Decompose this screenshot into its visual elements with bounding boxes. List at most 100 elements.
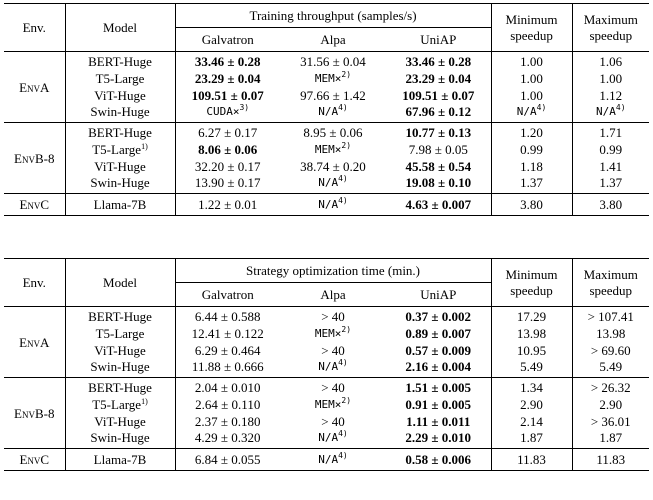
- alpa-header: Alpa: [280, 282, 386, 307]
- cell-value: > 40: [321, 380, 345, 395]
- cell-value: N/A: [318, 452, 339, 466]
- uniap-cell: 1.11 ± 0.011: [386, 413, 492, 430]
- cell-value: ViT-Huge: [94, 342, 146, 358]
- cell-value: 0.99: [599, 141, 623, 157]
- env-header: Env.: [4, 3, 66, 52]
- cell-value: 1.37: [599, 175, 623, 190]
- footnote-marker: 4): [338, 195, 348, 205]
- cell-value: 32.20 ± 0.17: [194, 158, 261, 174]
- model-cell: T5-Large: [65, 325, 176, 342]
- cell-value: > 26.32: [590, 380, 631, 395]
- cell-value: 1.22 ± 0.01: [198, 196, 258, 212]
- min-cell: 10.95: [491, 342, 573, 359]
- galvatron-cell: 12.41 ± 0.122: [175, 325, 280, 342]
- cell-value: 17.29: [516, 309, 547, 324]
- galvatron-cell: 2.04 ± 0.010: [175, 378, 280, 397]
- cell-value: 6.84 ± 0.055: [194, 451, 261, 467]
- model-cell: Swin-Huge: [65, 104, 176, 123]
- max-cell: 3.80: [572, 194, 649, 216]
- max-cell: > 36.01: [572, 413, 649, 430]
- galvatron-cell: 13.90 ± 0.17: [175, 175, 280, 194]
- cell-value: 10.95: [516, 342, 547, 358]
- galvatron-cell: 8.06 ± 0.06: [175, 141, 280, 158]
- cell-value: 13.98: [516, 325, 547, 341]
- model-cell: ViT-Huge: [65, 413, 176, 430]
- model-cell: ViT-Huge: [65, 87, 176, 104]
- env-cell: EnvA: [4, 306, 66, 378]
- cell-value: 19.08 ± 0.10: [405, 175, 472, 190]
- alpa-cell: N/A4): [280, 175, 386, 194]
- cell-value: ViT-Huge: [94, 158, 146, 174]
- cell-value: 0.91 ± 0.005: [405, 396, 472, 412]
- cell-value: 8.06 ± 0.06: [198, 141, 258, 157]
- cell-value: 1.20: [520, 125, 543, 140]
- cell-value: 1.00: [520, 87, 543, 103]
- footnote-marker: 4): [536, 103, 547, 112]
- footnote-marker: 1): [141, 396, 148, 406]
- cell-value: 2.04 ± 0.010: [194, 380, 261, 395]
- max-cell: 1.37: [572, 175, 649, 194]
- footnote-marker: 2): [341, 69, 352, 79]
- cell-value: 97.66 ± 1.42: [300, 87, 366, 103]
- cell-value: > 40: [321, 342, 345, 358]
- cell-value: > 40: [321, 309, 345, 324]
- table-row: ViT-Huge 32.20 ± 0.17 38.74 ± 0.20 45.58 ± …: [4, 158, 649, 175]
- uniap-header: UniAP: [386, 282, 492, 307]
- alpa-cell: MEM×2): [280, 141, 386, 158]
- cell-value: 0.89 ± 0.007: [405, 325, 472, 341]
- model-header: Model: [65, 3, 176, 52]
- model-cell: BERT-Huge: [65, 51, 176, 70]
- model-cell: BERT-Huge: [65, 306, 176, 325]
- footnote-marker: 4): [338, 429, 348, 438]
- cell-value: 4.63 ± 0.007: [405, 196, 472, 212]
- cell-value: > 69.60: [590, 342, 631, 358]
- min-cell: 17.29: [491, 306, 573, 325]
- galvatron-cell: 11.88 ± 0.666: [175, 359, 280, 378]
- cell-value: N/A: [318, 431, 339, 444]
- uniap-cell: 10.77 ± 0.13: [386, 122, 492, 141]
- cell-value: 67.96 ± 0.12: [405, 104, 472, 119]
- model-cell: T5-Large: [65, 70, 176, 87]
- cell-value: Llama-7B: [93, 196, 147, 212]
- footnote-marker: 4): [338, 450, 348, 460]
- uniap-cell: 23.29 ± 0.04: [386, 70, 492, 87]
- galvatron-cell: 6.27 ± 0.17: [175, 123, 280, 142]
- cell-value: 0.99: [520, 141, 543, 157]
- galvatron-cell: 6.44 ± 0.588: [175, 307, 280, 326]
- galvatron-cell: 6.29 ± 0.464: [175, 342, 280, 359]
- cell-value: 1.51 ± 0.005: [405, 380, 472, 395]
- cell-value: 11.83: [596, 451, 626, 467]
- cell-value: 1.34: [520, 380, 543, 395]
- table-row: T5-Large 12.41 ± 0.122 MEM×2) 0.89 ± 0.007 1…: [4, 325, 649, 342]
- min-cell: 1.00: [491, 87, 573, 104]
- table-row: T5-Large1) 2.64 ± 0.110 MEM×2) 0.91 ± 0.005…: [4, 396, 649, 413]
- table-row: ViT-Huge 109.51 ± 0.07 97.66 ± 1.42 109.51 …: [4, 87, 649, 104]
- cell-value: 2.64 ± 0.110: [195, 396, 261, 412]
- cell-value: 1.11 ± 0.011: [406, 413, 471, 429]
- env-cell: EnvB-8: [4, 377, 66, 449]
- footnote-marker: 4): [338, 103, 348, 112]
- table-row: T5-Large 23.29 ± 0.04 MEM×2) 23.29 ± 0.04 1.…: [4, 70, 649, 87]
- min-cell: 1.34: [491, 377, 573, 396]
- env-header: Env.: [4, 258, 66, 307]
- galvatron-cell: 6.84 ± 0.055: [175, 449, 280, 471]
- cell-value: Swin-Huge: [90, 175, 150, 190]
- cell-value: T5-Large: [95, 70, 145, 86]
- cell-value: 13.98: [596, 325, 626, 341]
- table-row: Swin-Huge 4.29 ± 0.320 N/A4) 2.29 ± 0.010 1.…: [4, 430, 649, 449]
- min-cell: 0.99: [491, 141, 573, 158]
- galvatron-cell: 2.37 ± 0.180: [175, 413, 280, 430]
- footnote-marker: 2): [341, 140, 352, 150]
- uniap-cell: 33.46 ± 0.28: [386, 51, 492, 70]
- uniap-cell: 0.37 ± 0.002: [386, 306, 492, 325]
- uniap-header: UniAP: [386, 27, 492, 52]
- alpa-cell: MEM×2): [280, 396, 386, 413]
- footnote-marker: 2): [341, 395, 352, 405]
- footnote-marker: 4): [338, 174, 348, 183]
- cell-value: 1.00: [599, 70, 623, 86]
- cell-value: 13.90 ± 0.17: [194, 175, 261, 190]
- cell-value: N/A: [516, 105, 537, 118]
- alpa-cell: > 40: [280, 342, 386, 359]
- galvatron-cell: 32.20 ± 0.17: [175, 158, 280, 175]
- alpa-cell: > 40: [280, 378, 386, 397]
